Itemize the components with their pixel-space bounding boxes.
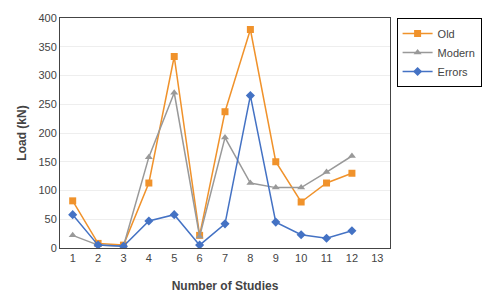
svg-text:200: 200 <box>38 127 56 139</box>
svg-text:3: 3 <box>120 252 126 264</box>
svg-text:8: 8 <box>247 252 253 264</box>
svg-text:Old: Old <box>438 28 455 40</box>
svg-text:5: 5 <box>171 252 177 264</box>
svg-text:4: 4 <box>146 252 152 264</box>
svg-text:Errors: Errors <box>438 66 468 78</box>
svg-text:300: 300 <box>38 69 56 81</box>
svg-text:12: 12 <box>346 252 358 264</box>
svg-text:50: 50 <box>45 213 57 225</box>
svg-text:400: 400 <box>38 12 56 24</box>
svg-text:10: 10 <box>295 252 307 264</box>
svg-text:350: 350 <box>38 41 56 53</box>
svg-text:6: 6 <box>197 252 203 264</box>
svg-text:11: 11 <box>321 252 332 264</box>
svg-text:7: 7 <box>222 252 228 264</box>
svg-text:250: 250 <box>38 98 56 110</box>
svg-text:Number of Studies: Number of Studies <box>172 279 279 293</box>
svg-text:9: 9 <box>273 252 279 264</box>
svg-text:0: 0 <box>51 242 57 254</box>
svg-text:Load (kN): Load (kN) <box>15 105 29 160</box>
svg-text:150: 150 <box>38 156 56 168</box>
svg-text:Modern: Modern <box>438 47 475 59</box>
svg-text:1: 1 <box>70 252 76 264</box>
svg-text:100: 100 <box>38 184 56 196</box>
svg-text:2: 2 <box>95 252 101 264</box>
svg-text:13: 13 <box>371 252 383 264</box>
